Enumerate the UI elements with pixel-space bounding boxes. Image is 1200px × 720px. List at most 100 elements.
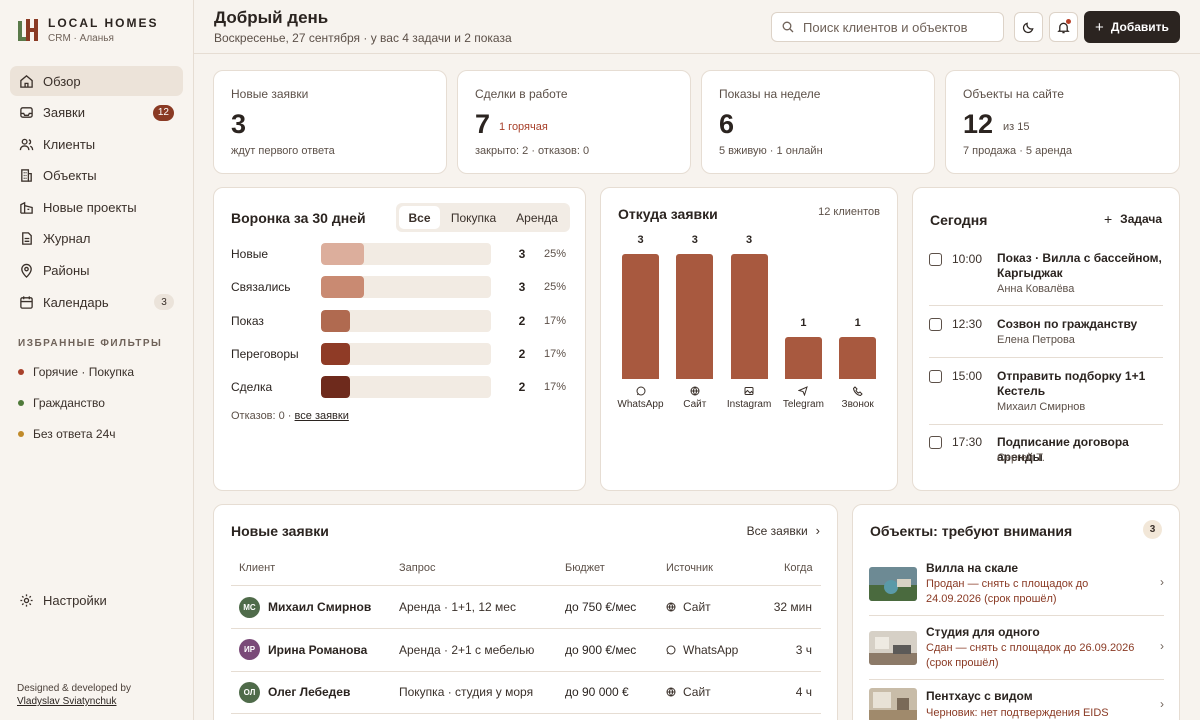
funnel-row[interactable]: Переговоры 2 17% <box>231 342 571 365</box>
client-cell: ОЛ Олег Лебедев <box>239 671 350 713</box>
tab-rent[interactable]: Аренда <box>516 210 558 225</box>
sidebar-item-new-projects[interactable]: Новые проекты <box>10 192 183 222</box>
task-time: 15:00 <box>952 369 983 383</box>
stat-label: Показы на неделе <box>719 87 821 101</box>
source-bar-label: WhatsApp <box>606 386 676 410</box>
source-name: Telegram <box>782 399 824 410</box>
property-name: Пентхаус с видом <box>926 689 1033 703</box>
notification-dot <box>1066 19 1071 24</box>
funnel-stage-label: Сделка <box>231 380 273 395</box>
add-button[interactable]: + Добавить <box>1084 11 1180 43</box>
stat-value: 12 <box>963 109 994 139</box>
source-bar <box>839 337 877 379</box>
task-checkbox[interactable] <box>929 370 942 383</box>
divider <box>869 679 1164 680</box>
source-name: Звонок <box>841 399 874 410</box>
task-title: Созвон по гражданству <box>997 317 1138 331</box>
notifications-button[interactable] <box>1049 12 1078 42</box>
settings-icon <box>20 593 33 607</box>
brand-logo[interactable]: LOCAL HOMES CRM · Аланья <box>18 16 158 44</box>
funnel-segmented-control: Все Покупка Аренда <box>396 203 570 232</box>
table-row[interactable]: МС Михаил Смирнов Аренда · 1+1, 12 мес до 7… <box>231 586 821 628</box>
task-checkbox[interactable] <box>929 436 942 449</box>
stat-label: Объекты на сайте <box>963 87 1064 101</box>
column-header-source[interactable]: Источник <box>666 562 713 574</box>
attention-card: Объекты: требуют внимания 3 Вилла на ска… <box>852 504 1180 720</box>
sidebar-item-properties[interactable]: Объекты <box>10 161 183 191</box>
source-cell: WhatsApp <box>666 629 738 671</box>
favorite-filter-citizenship[interactable]: Гражданство <box>18 396 105 410</box>
stat-card-showings[interactable]: Показы на неделе 6 5 вживую · 1 онлайн <box>701 70 935 174</box>
column-header-when[interactable]: Когда <box>784 562 813 574</box>
credit-author-link[interactable]: Vladyslav Sviatynchuk <box>17 696 117 707</box>
divider <box>929 424 1163 425</box>
task-time: 12:30 <box>952 317 983 331</box>
source-bar-label: Сайт <box>660 386 730 410</box>
table-row[interactable]: ОЛ Олег Лебедев Покупка · студия у моря до … <box>231 671 821 713</box>
add-task-button[interactable]: + Задача <box>1104 211 1162 227</box>
property-name: Вилла на скале <box>926 561 1019 575</box>
task-person: Михаил Смирнов <box>997 401 1086 413</box>
property-status: Черновик: нет подтверждения EIDS <box>926 707 1109 719</box>
source-bar-value: 1 <box>854 317 861 330</box>
sidebar-item-clients[interactable]: Клиенты <box>10 129 183 159</box>
sidebar-item-journal[interactable]: Журнал <box>10 224 183 254</box>
stat-card-listings[interactable]: Объекты на сайте 12 из 15 7 продажа · 5 … <box>945 70 1180 174</box>
stat-value: 6 <box>719 109 735 139</box>
divider <box>231 628 821 629</box>
sidebar-item-districts[interactable]: Районы <box>10 256 183 286</box>
source-bar <box>676 254 714 379</box>
attention-count-badge: 3 <box>1143 520 1162 539</box>
property-status: Продан — снять с площадок до 24.09.2026 … <box>926 578 1089 605</box>
theme-toggle-button[interactable] <box>1014 12 1043 42</box>
tab-purchase[interactable]: Покупка <box>450 210 497 225</box>
sidebar-item-label: Новые проекты <box>43 199 137 215</box>
task-person: Анна Ковалёва <box>997 283 1075 295</box>
column-header-request[interactable]: Запрос <box>399 562 436 574</box>
budget-cell: до 750 €/мес <box>565 600 637 614</box>
globe-icon <box>666 687 676 697</box>
sidebar-item-leads[interactable]: Заявки 12 <box>10 98 183 128</box>
task-checkbox[interactable] <box>929 253 942 266</box>
sidebar-item-overview[interactable]: Обзор <box>10 66 183 96</box>
favorite-filter-hot-purchase[interactable]: Горячие · Покупка <box>18 365 134 379</box>
funnel-row[interactable]: Связались 3 25% <box>231 276 571 299</box>
property-name: Студия для одного <box>926 625 1040 639</box>
search-box[interactable] <box>771 12 1004 42</box>
client-name[interactable]: Михаил Смирнов <box>268 600 372 614</box>
sidebar-item-calendar[interactable]: Календарь 3 <box>10 287 183 317</box>
all-leads-button[interactable]: Все заявки › <box>747 523 820 538</box>
all-leads-link[interactable]: все заявки <box>294 410 349 422</box>
client-name[interactable]: Ирина Романова <box>268 642 368 657</box>
top-bar: Добрый день Воскресенье, 27 сентября · у… <box>194 0 1200 54</box>
task-person: Елена Петрова <box>997 334 1075 346</box>
favorite-filter-no-reply[interactable]: Без ответа 24ч <box>18 427 116 441</box>
request-cell: Покупка · студия у моря <box>399 685 534 700</box>
sources-card: Откуда заявки 12 клиентов 3 WhatsApp 3 Сайт… <box>600 187 898 491</box>
rejections-text: Отказов: 0 · <box>231 410 292 422</box>
logo-mark-icon <box>18 19 38 41</box>
funnel-bar-track <box>321 243 491 265</box>
funnel-row[interactable]: Сделка 2 17% <box>231 376 571 399</box>
source-name: WhatsApp <box>617 399 664 410</box>
stat-card-new-leads[interactable]: Новые заявки 3 ждут первого ответа <box>213 70 447 174</box>
sidebar-item-label: Объекты <box>43 168 97 184</box>
sidebar-item-label: Заявки <box>43 105 85 121</box>
column-header-client[interactable]: Клиент <box>239 562 276 574</box>
table-row[interactable]: ИР Ирина Романова Аренда · 2+1 с мебелью до… <box>231 629 821 671</box>
sidebar-item-label: Журнал <box>43 231 91 247</box>
funnel-row[interactable]: Новые 3 25% <box>231 243 571 265</box>
property-thumbnail <box>869 688 917 720</box>
column-header-budget[interactable]: Бюджет <box>565 562 605 574</box>
task-checkbox[interactable] <box>929 318 942 331</box>
source-bar-value: 3 <box>637 234 644 246</box>
favorite-filter-label: Горячие · Покупка <box>33 365 135 379</box>
stat-card-deals[interactable]: Сделки в работе 7 1 горячая закрыто: 2 ·… <box>457 70 691 174</box>
client-name[interactable]: Олег Лебедев <box>268 685 351 700</box>
search-input[interactable] <box>803 19 993 35</box>
users-icon <box>19 138 34 150</box>
funnel-row[interactable]: Показ 2 17% <box>231 309 571 332</box>
sidebar-item-settings[interactable]: Настройки <box>10 585 183 615</box>
tab-all[interactable]: Все <box>399 206 440 229</box>
sidebar-item-label: Настройки <box>43 592 107 608</box>
